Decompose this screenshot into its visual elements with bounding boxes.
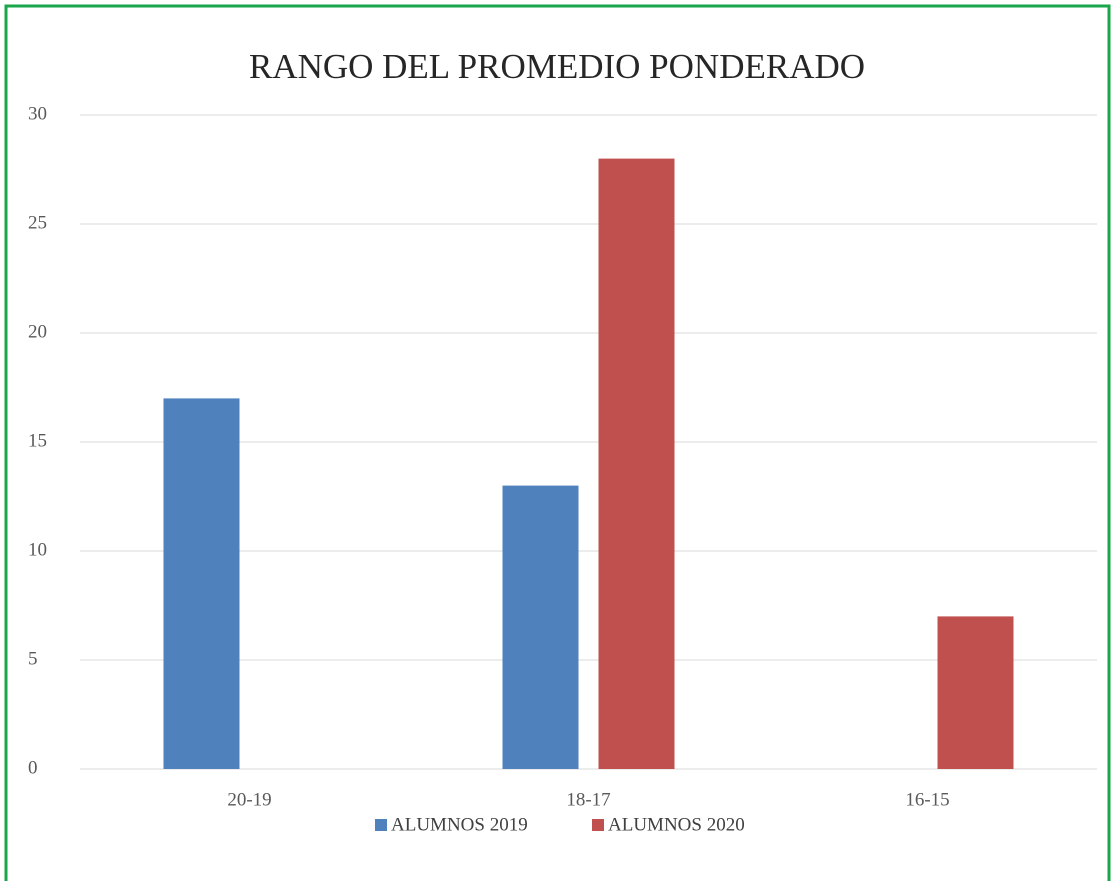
y-tick-label: 25 bbox=[28, 212, 47, 233]
legend-label: ALUMNOS 2019 bbox=[391, 814, 528, 835]
x-tick-label: 16-15 bbox=[905, 789, 949, 810]
bar bbox=[937, 616, 1014, 769]
bar bbox=[502, 485, 579, 769]
bar bbox=[163, 398, 240, 769]
y-tick-label: 0 bbox=[28, 757, 38, 778]
y-tick-label: 5 bbox=[28, 648, 38, 669]
legend-label: ALUMNOS 2020 bbox=[608, 814, 745, 835]
x-tick-label: 20-19 bbox=[227, 789, 271, 810]
y-tick-label: 10 bbox=[28, 539, 47, 560]
y-tick-label: 30 bbox=[28, 103, 47, 124]
y-tick-label: 15 bbox=[28, 430, 47, 451]
y-tick-label: 20 bbox=[28, 321, 47, 342]
bar bbox=[598, 158, 675, 770]
chart-title: RANGO DEL PROMEDIO PONDERADO bbox=[249, 47, 865, 86]
x-tick-label: 18-17 bbox=[566, 789, 610, 810]
legend-swatch bbox=[375, 819, 387, 831]
legend-swatch bbox=[592, 819, 604, 831]
